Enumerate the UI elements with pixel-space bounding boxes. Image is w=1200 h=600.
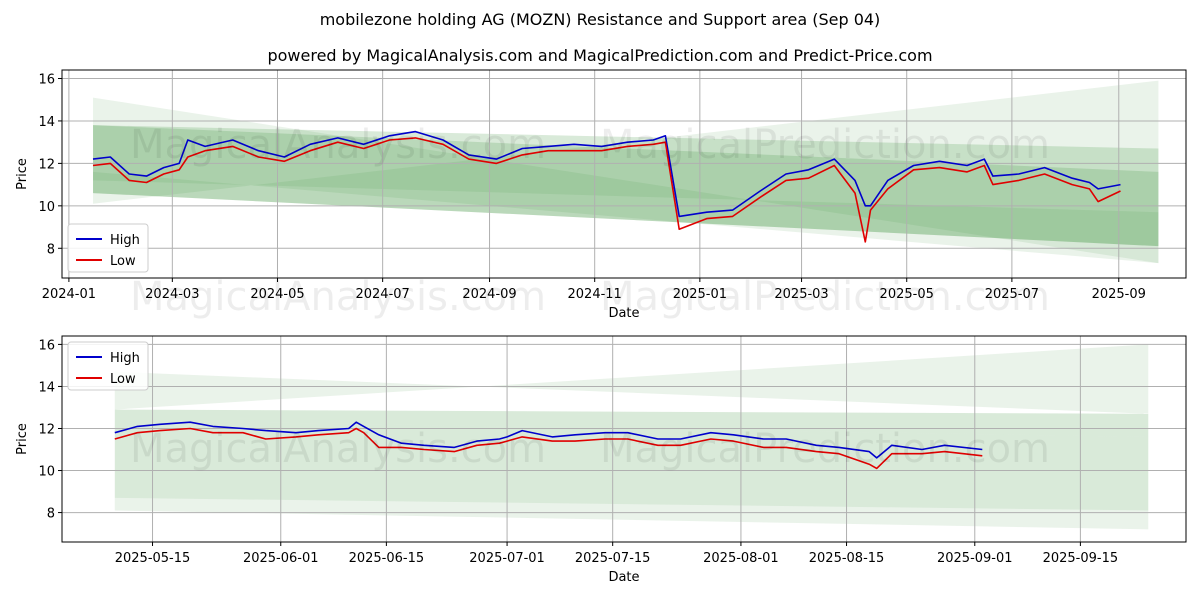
watermark-text: MagicalAnalysis.com (130, 426, 546, 472)
x-tick-label: 2024-05 (250, 287, 304, 302)
watermark-text: MagicalPrediction.com (600, 274, 1050, 320)
x-tick-label: 2025-05 (880, 287, 934, 302)
band-4 (114, 409, 1149, 437)
x-tick-label: 2024-11 (568, 287, 622, 302)
series-line-high (114, 421, 983, 459)
x-tick-label: 2025-06-15 (349, 551, 425, 566)
chart-title: mobilezone holding AG (MOZN) Resistance … (319, 10, 881, 29)
x-tick-label: 2025-09 (1092, 287, 1146, 302)
y-tick-label: 8 (47, 242, 55, 257)
x-axis-label: Date (608, 570, 639, 585)
x-axis-label: Date (608, 306, 639, 321)
legend-box (67, 341, 149, 391)
x-tick-label: 2024-03 (145, 287, 199, 302)
watermark-text: MagicalPrediction.com (600, 122, 1050, 168)
band-1 (114, 344, 1149, 414)
watermark-text: MagicalAnalysis.com (130, 274, 546, 320)
watermark-text: MagicalAnalysis.com (130, 122, 546, 168)
x-tick-label: 2025-05-15 (115, 551, 191, 566)
legend-label-low: Low (110, 372, 136, 387)
x-tick-label: 2024-09 (462, 287, 516, 302)
series-line-low (92, 137, 1121, 243)
watermark-text: MagicalPrediction.com (600, 426, 1050, 472)
x-tick-label: 2025-07-15 (575, 551, 651, 566)
y-tick-label: 12 (38, 422, 55, 437)
chart-panel-2: 8 10 12 14 16 2025-05-15 2025-06-01 2025-06-15 2… (15, 335, 1187, 585)
legend-box (67, 223, 149, 273)
legend-label-high: High (110, 351, 140, 366)
y-tick-label: 14 (38, 380, 55, 395)
chart-panel-1: 8 10 12 14 16 2024-01 2024-03 2024-05 2024-07 202… (15, 69, 1187, 321)
y-axis-label: Price (15, 158, 30, 190)
y-axis-label: Price (15, 423, 30, 455)
legend-label-high: High (110, 233, 140, 248)
x-tick-label: 2025-03 (774, 287, 828, 302)
series-line-low (114, 427, 983, 470)
x-tick-label: 2025-07 (985, 287, 1039, 302)
legend-label-low: Low (110, 254, 136, 269)
plot-frame (61, 69, 1187, 279)
x-tick-label: 2025-09-01 (937, 551, 1013, 566)
chart-subtitle: powered by MagicalAnalysis.com and Magic… (267, 46, 933, 65)
band-3 (93, 125, 1159, 247)
y-tick-label: 10 (38, 200, 55, 215)
x-tick-label: 2025-08-01 (703, 551, 779, 566)
y-tick-label: 12 (38, 157, 55, 172)
y-tick-label: 8 (47, 507, 55, 522)
x-tick-label: 2024-01 (42, 287, 96, 302)
band-1 (93, 97, 1159, 264)
band-4 (93, 125, 1159, 247)
y-tick-label: 16 (38, 338, 55, 353)
series-line-high (92, 130, 1121, 218)
x-tick-label: 2025-06-01 (243, 551, 319, 566)
y-tick-label: 14 (38, 115, 55, 130)
x-tick-label: 2025-07-01 (469, 551, 545, 566)
x-tick-label: 2025-09-15 (1043, 551, 1119, 566)
x-tick-label: 2025-08-15 (809, 551, 885, 566)
y-tick-label: 10 (38, 465, 55, 480)
y-tick-label: 16 (38, 72, 55, 87)
x-tick-label: 2024-07 (355, 287, 409, 302)
plot-frame (61, 335, 1187, 543)
band-2 (114, 497, 1149, 530)
x-tick-label: 2025-01 (673, 287, 727, 302)
band-2 (93, 80, 1159, 264)
